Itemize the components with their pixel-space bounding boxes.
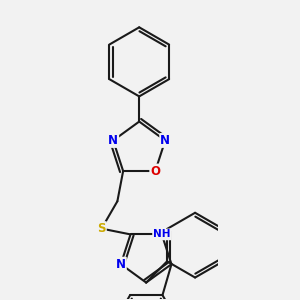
Text: O: O xyxy=(150,164,160,178)
Text: N: N xyxy=(116,258,126,271)
Text: N: N xyxy=(108,134,118,147)
Text: N: N xyxy=(160,134,170,147)
Text: S: S xyxy=(97,222,106,235)
Text: NH: NH xyxy=(153,230,171,239)
